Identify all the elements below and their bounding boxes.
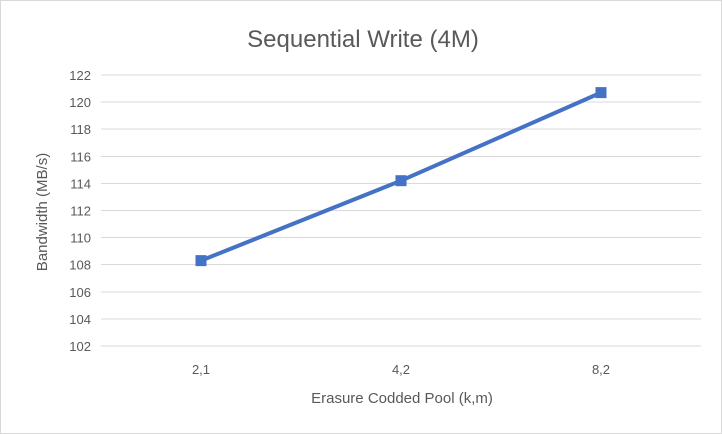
data-point-marker [595, 87, 607, 99]
y-tick-label: 118 [70, 122, 91, 137]
x-axis-title: Erasure Codded Pool (k,m) [311, 390, 493, 407]
x-tick-label: 8,2 [592, 362, 610, 377]
y-tick-label: 104 [69, 312, 91, 327]
y-tick-label: 114 [70, 176, 91, 191]
x-tick-label: 2,1 [192, 362, 210, 377]
y-tick-label: 116 [70, 149, 91, 164]
y-axis-title: Bandwidth (MB/s) [34, 153, 51, 271]
x-axis-ticks: 2,1 4,2 8,2 [192, 362, 610, 377]
gridlines [101, 74, 701, 347]
chart-title: Sequential Write (4M) [247, 26, 479, 53]
series-group [195, 87, 607, 267]
y-tick-label: 110 [70, 231, 91, 246]
y-tick-label: 122 [69, 68, 91, 83]
x-tick-label: 4,2 [392, 362, 410, 377]
data-point-marker [195, 255, 207, 267]
y-tick-label: 112 [70, 204, 91, 219]
y-axis-ticks: 102 104 106 108 110 112 114 116 118 120 122 [69, 68, 91, 354]
y-tick-label: 120 [69, 95, 91, 110]
y-tick-label: 108 [69, 258, 91, 273]
y-tick-label: 106 [69, 285, 91, 300]
data-point-marker [395, 175, 407, 187]
y-tick-label: 102 [69, 339, 91, 354]
